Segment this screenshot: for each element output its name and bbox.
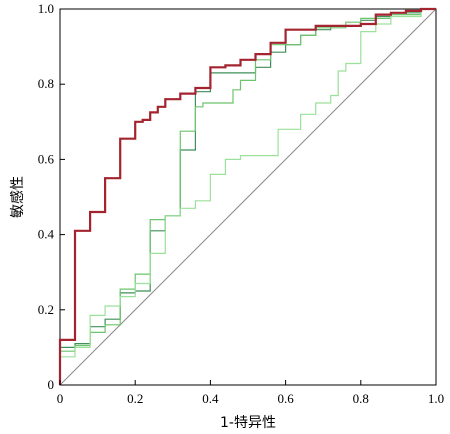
y-tick-label: 0.6: [38, 151, 55, 166]
series-group: [58, 7, 436, 385]
y-tick-label: 1.0: [38, 1, 54, 16]
y-tick-label: 0: [48, 377, 55, 392]
y-tick-label: 0.2: [38, 302, 54, 317]
y-tick-label: 0.4: [38, 227, 55, 242]
y-axis-ticks: 0 0.2 0.4 0.6 0.8 1.0: [38, 1, 65, 392]
roc-curve-3: [59, 8, 436, 385]
y-axis-title: 敏感性: [9, 176, 26, 218]
x-axis-ticks: 0 0.2 0.4 0.6 0.8 1.0: [57, 380, 444, 406]
x-tick-label: 0.6: [277, 391, 294, 406]
x-tick-label: 0.2: [127, 391, 143, 406]
plot-frame: [59, 8, 437, 386]
x-axis-title: 1-特异性: [220, 415, 276, 431]
x-tick-label: 0.4: [202, 391, 219, 406]
roc-curve-4: [58, 7, 436, 385]
x-tick-label: 0: [57, 391, 64, 406]
y-tick-label: 0.8: [38, 76, 54, 91]
reference-diagonal: [59, 8, 437, 386]
x-tick-label: 1.0: [428, 391, 444, 406]
roc-curve-2: [59, 8, 436, 385]
plot-area: [58, 7, 437, 386]
x-tick-label: 0.8: [353, 391, 369, 406]
